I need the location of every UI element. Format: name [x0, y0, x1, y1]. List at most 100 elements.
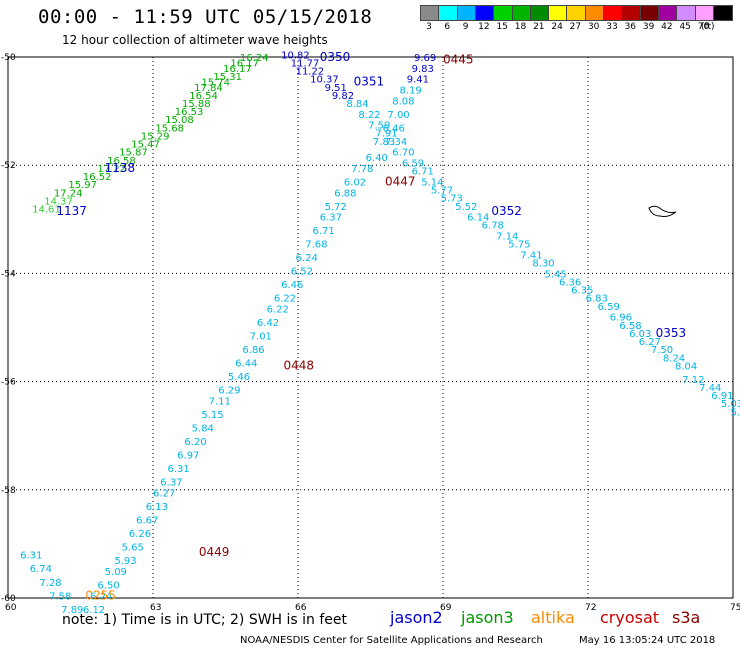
- swh-label: 6.52: [291, 267, 313, 278]
- swh-label: 16.53: [175, 107, 204, 118]
- swh-label: 16.54: [189, 91, 218, 102]
- swh-label: 7.59: [368, 121, 390, 132]
- swh-label: 6.86: [242, 345, 264, 356]
- x-tick-label: 66: [295, 603, 307, 613]
- swh-label: 14.37: [44, 196, 73, 207]
- swh-label: 8.84: [346, 99, 368, 110]
- swh-label: 16.58: [107, 156, 136, 167]
- pass-time-label: 1137: [56, 204, 87, 218]
- footnote: note: 1) Time is in UTC; 2) SWH is in fe…: [62, 612, 348, 628]
- swh-label: 8.04: [675, 361, 697, 372]
- swh-label: 15.74: [201, 77, 230, 88]
- swh-label: 15.87: [119, 148, 148, 159]
- island-outline: [648, 205, 677, 217]
- swh-label: 5.93: [114, 556, 136, 567]
- legend-label: 21: [533, 22, 545, 32]
- swh-label: 6.88: [334, 188, 356, 199]
- y-tick-label: -50: [1, 53, 16, 63]
- plot-frame: [7, 56, 734, 599]
- legend-label: 45: [679, 22, 691, 32]
- pass-time-label: 0448: [284, 358, 315, 372]
- legend-label: 27: [569, 22, 582, 32]
- swh-label: 6.71: [412, 167, 434, 178]
- swh-label: 6.67: [136, 516, 158, 527]
- swh-label: 6.26: [129, 529, 151, 540]
- swh-label: 6.50: [97, 580, 119, 591]
- pass-time-label: 0352: [491, 204, 522, 218]
- swh-label: 6.96: [610, 313, 632, 324]
- y-tick-label: -60: [1, 594, 16, 604]
- y-tick-label: -54: [1, 269, 16, 279]
- swh-label: 9.41: [407, 75, 429, 86]
- satellite-altika: altika: [531, 608, 575, 627]
- y-tick-label: -58: [1, 486, 16, 496]
- satellite-cryosat: cryosat: [600, 608, 660, 627]
- swh-label: 6.36: [559, 278, 581, 289]
- pass-time-label: 0447: [385, 174, 416, 188]
- swh-label: 7.91: [375, 129, 397, 140]
- swh-label: 5.09: [105, 567, 127, 578]
- chart-subtitle: 12 hour collection of altimeter wave hei…: [62, 33, 328, 47]
- swh-label: 5.84: [192, 424, 214, 435]
- swh-label: 7.11: [209, 397, 231, 408]
- swh-label: 8.24: [663, 353, 685, 364]
- swh-label: 6.02: [344, 177, 366, 188]
- legend-label: 15: [496, 22, 508, 32]
- swh-label: 11.77: [291, 58, 320, 69]
- legend-swatch: [712, 5, 733, 21]
- swh-label: 15.47: [131, 140, 160, 151]
- swh-label: 9.82: [332, 91, 354, 102]
- swh-label: 7.78: [351, 164, 373, 175]
- satellite-s3a: s3a: [672, 608, 701, 627]
- swh-label: 7.12: [682, 375, 704, 386]
- swh-label: 15.68: [155, 123, 184, 134]
- swh-label: 5.14: [421, 177, 443, 188]
- swh-label: 6.37: [320, 213, 342, 224]
- swh-label: 5.77: [431, 186, 453, 197]
- swh-label: 6.70: [392, 148, 414, 159]
- swh-label: 5.03: [721, 399, 740, 410]
- swh-label: 8.30: [532, 259, 554, 270]
- pass-time-label: 0449: [199, 545, 230, 559]
- legend-label: 33: [606, 22, 618, 32]
- legend-label: 18: [514, 22, 527, 32]
- swh-label: 17.84: [194, 83, 223, 94]
- swh-label: 5.73: [441, 194, 463, 205]
- swh-label: 8.22: [358, 110, 380, 121]
- swh-label: 17.22: [97, 164, 126, 175]
- legend-label: 3: [426, 22, 432, 32]
- swh-label: 6.74: [30, 564, 52, 575]
- swh-label: 6.12: [83, 605, 105, 616]
- swh-label: 6.22: [267, 305, 289, 316]
- credit-line: NOAA/NESDIS Center for Satellite Applica…: [240, 635, 543, 646]
- swh-label: 7.44: [699, 383, 721, 394]
- swh-label: 9.83: [412, 64, 434, 75]
- swh-label: 9.69: [414, 53, 436, 64]
- swh-label: 16.17: [223, 64, 252, 75]
- swh-label: 6.44: [235, 359, 257, 370]
- swh-label: 6.37: [160, 478, 182, 489]
- swh-label: 5.15: [201, 410, 223, 421]
- swh-label: 7.14: [496, 232, 518, 243]
- satellite-jason3: jason3: [461, 608, 514, 627]
- swh-label: 7.00: [387, 110, 409, 121]
- swh-label: 5.46: [228, 372, 250, 383]
- legend-label: 9: [462, 22, 469, 32]
- swh-label: 6.14: [467, 213, 489, 224]
- swh-label: 6.27: [639, 337, 661, 348]
- swh-label: 15.88: [182, 99, 211, 110]
- swh-label: 5.65: [122, 543, 144, 554]
- pass-time-label: 0445: [443, 53, 474, 67]
- legend-label: 70: [697, 22, 710, 32]
- x-tick-label: 72: [585, 603, 596, 613]
- swh-label: 7.34: [385, 137, 407, 148]
- swh-label: 8.08: [392, 96, 414, 107]
- swh-label: 7.68: [305, 240, 327, 251]
- x-tick-label: 63: [150, 603, 161, 613]
- swh-label: 15.29: [141, 131, 170, 142]
- swh-label: 15.97: [68, 180, 97, 191]
- swh-label: 6.35: [571, 286, 593, 297]
- swh-label: 6.83: [586, 294, 608, 305]
- swh-label: 6.46: [281, 280, 303, 291]
